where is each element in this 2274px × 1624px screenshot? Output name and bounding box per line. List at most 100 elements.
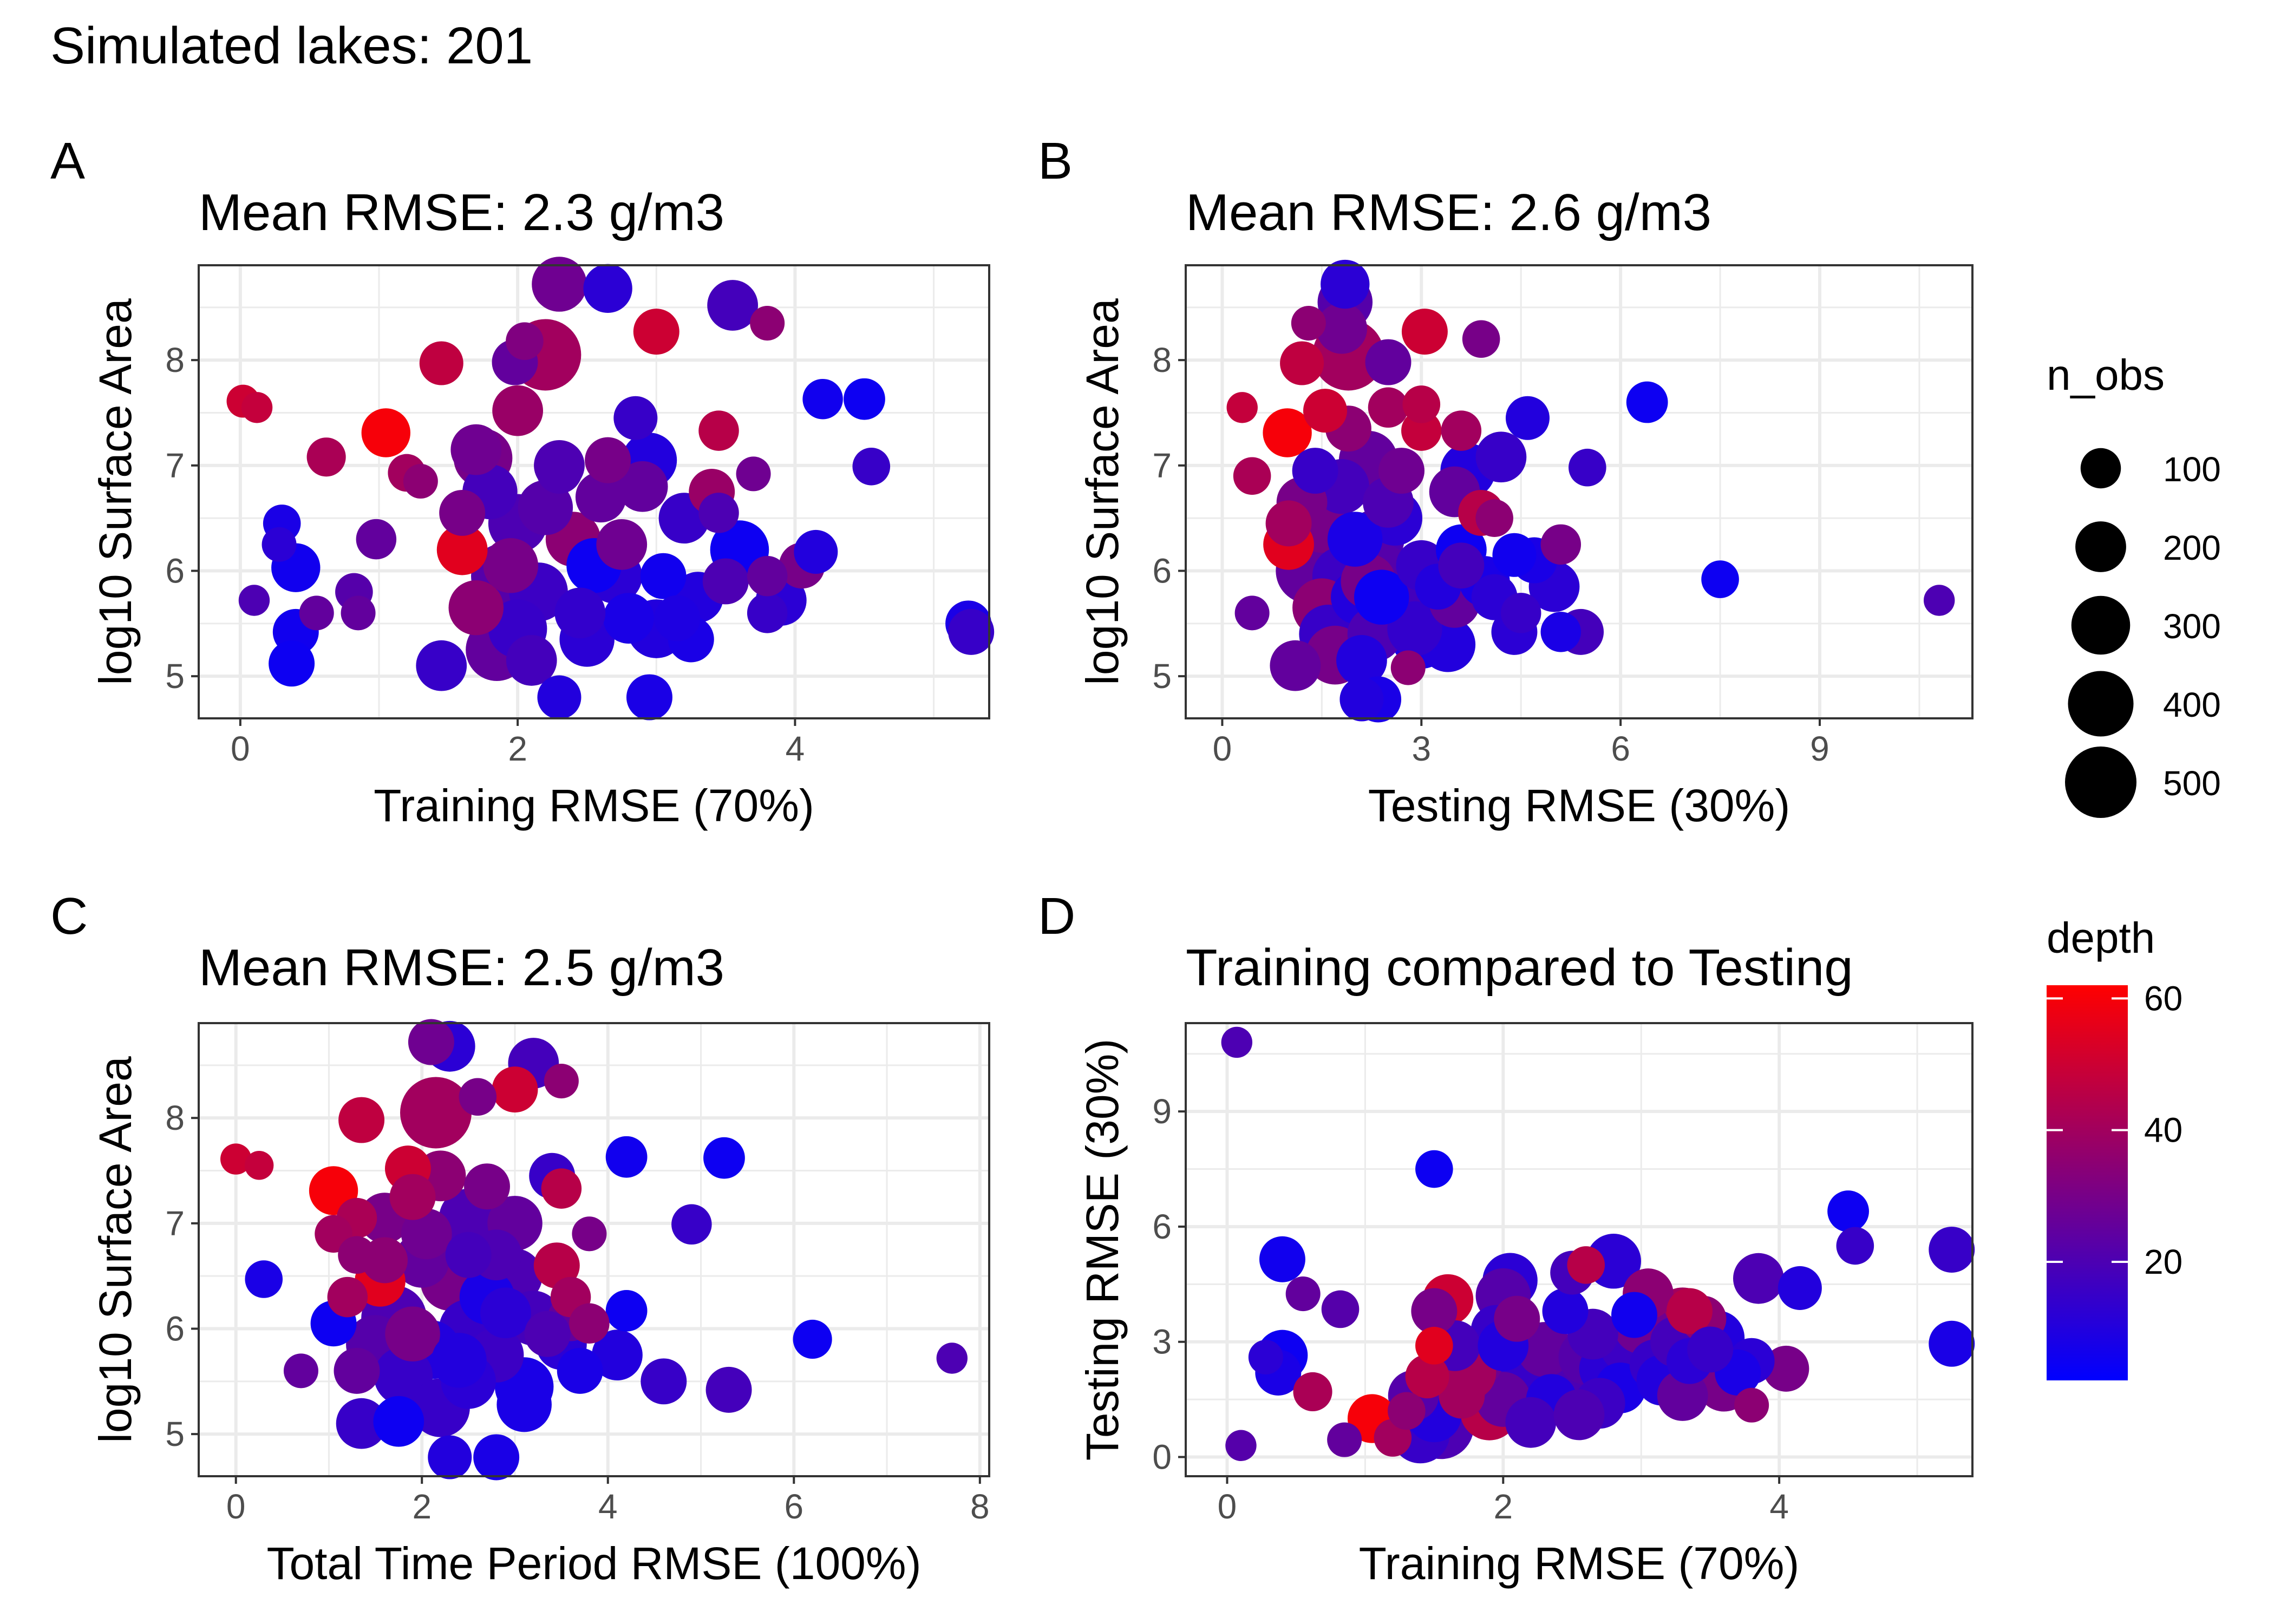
data-point bbox=[1280, 341, 1324, 385]
x-tick-label: 4 bbox=[786, 729, 805, 768]
data-point bbox=[1401, 410, 1442, 451]
data-point bbox=[463, 1163, 510, 1210]
data-point bbox=[492, 385, 544, 436]
data-point bbox=[640, 553, 687, 599]
data-point bbox=[1701, 560, 1739, 598]
data-point bbox=[1265, 500, 1312, 547]
data-point bbox=[1225, 1430, 1257, 1461]
data-point bbox=[1540, 612, 1582, 652]
data-point bbox=[1321, 1290, 1360, 1328]
data-point bbox=[1540, 524, 1582, 565]
data-point bbox=[400, 1077, 472, 1149]
plot-border bbox=[198, 1022, 990, 1477]
size-legend-label: 500 bbox=[2163, 764, 2221, 803]
data-point bbox=[936, 1343, 968, 1374]
data-point bbox=[244, 1151, 274, 1180]
data-point bbox=[1354, 569, 1409, 625]
y-axis-title: log10 Surface Area bbox=[90, 1056, 141, 1443]
y-tick-label: 8 bbox=[1152, 340, 1172, 379]
size-legend-label: 200 bbox=[2163, 528, 2221, 567]
data-point bbox=[541, 1168, 582, 1209]
data-point bbox=[1475, 431, 1527, 483]
data-point bbox=[1336, 635, 1387, 686]
y-tick-label: 8 bbox=[165, 1098, 185, 1137]
data-point bbox=[1401, 309, 1448, 355]
data-point bbox=[633, 309, 679, 355]
data-point bbox=[1316, 303, 1368, 354]
data-point bbox=[385, 1306, 440, 1361]
data-point bbox=[705, 1366, 752, 1413]
data-point bbox=[1405, 1354, 1449, 1399]
y-axis-title: log10 Surface Area bbox=[1077, 298, 1128, 685]
color-legend-label: 40 bbox=[2144, 1111, 2182, 1150]
data-point bbox=[336, 1398, 387, 1449]
x-axis-title: Total Time Period RMSE (100%) bbox=[266, 1538, 921, 1589]
data-point bbox=[1415, 1327, 1453, 1365]
data-point bbox=[299, 595, 334, 631]
data-point bbox=[557, 1347, 603, 1394]
x-tick-label: 2 bbox=[1494, 1487, 1513, 1526]
data-point bbox=[1339, 677, 1384, 722]
data-point bbox=[1836, 1227, 1874, 1265]
data-point bbox=[403, 464, 438, 499]
panel-label: C bbox=[50, 887, 88, 945]
data-point bbox=[537, 675, 581, 719]
data-point bbox=[238, 585, 270, 616]
data-point bbox=[544, 1064, 579, 1099]
figure-title: Simulated lakes: 201 bbox=[50, 17, 533, 75]
data-point bbox=[1233, 457, 1271, 495]
data-point bbox=[1263, 408, 1312, 457]
y-tick-label: 3 bbox=[1152, 1322, 1172, 1361]
data-point bbox=[702, 558, 749, 605]
data-point bbox=[445, 1232, 492, 1278]
data-point bbox=[583, 264, 632, 313]
panel-label: A bbox=[50, 132, 85, 190]
data-point bbox=[605, 1290, 648, 1332]
data-point bbox=[356, 519, 397, 560]
y-tick-label: 7 bbox=[165, 446, 185, 485]
data-point bbox=[1475, 499, 1513, 537]
data-point bbox=[401, 1208, 452, 1260]
data-point bbox=[698, 493, 739, 533]
data-point bbox=[439, 489, 486, 536]
data-point bbox=[389, 1174, 436, 1220]
data-point bbox=[1438, 542, 1485, 589]
panel-a: A Mean RMSE: 2.3 g/m3 0 2 4 5 6 7 8 Training RMSE… bbox=[50, 132, 995, 831]
data-point bbox=[572, 1216, 607, 1252]
data-point bbox=[1733, 1253, 1784, 1304]
x-tick-label: 4 bbox=[1769, 1487, 1789, 1526]
y-tick-label: 6 bbox=[165, 551, 185, 590]
size-legend: n_obs 100 200 300 400 500 bbox=[2047, 351, 2221, 818]
data-point bbox=[793, 1319, 832, 1359]
data-point bbox=[428, 1435, 472, 1479]
data-point bbox=[1929, 1227, 1975, 1273]
data-point bbox=[419, 341, 463, 385]
data-point bbox=[1390, 650, 1426, 685]
x-tick-label: 0 bbox=[1213, 729, 1232, 768]
data-point bbox=[1388, 1392, 1426, 1430]
panel-title: Mean RMSE: 2.3 g/m3 bbox=[199, 184, 724, 241]
y-tick-label: 5 bbox=[165, 657, 185, 696]
x-tick-label: 0 bbox=[1218, 1487, 1237, 1526]
data-point bbox=[450, 424, 502, 475]
data-point bbox=[592, 1330, 643, 1381]
y-tick-label: 5 bbox=[165, 1415, 185, 1453]
data-point bbox=[1569, 448, 1606, 487]
data-point bbox=[341, 595, 376, 631]
data-point bbox=[327, 1276, 368, 1318]
data-point bbox=[306, 437, 346, 477]
data-point bbox=[1441, 410, 1482, 451]
data-point bbox=[605, 1136, 648, 1178]
data-point bbox=[1827, 1190, 1869, 1232]
panel-c: C Mean RMSE: 2.5 g/m3 0 2 4 6 8 5 6 7 8 Total Time … bbox=[50, 887, 990, 1589]
data-point bbox=[492, 1066, 538, 1113]
data-point bbox=[1763, 1345, 1809, 1392]
data-point bbox=[506, 635, 557, 686]
plot-border bbox=[1185, 1022, 1974, 1477]
x-tick-label: 4 bbox=[598, 1487, 618, 1526]
data-point bbox=[596, 519, 648, 570]
data-point bbox=[1327, 512, 1383, 567]
data-point bbox=[220, 1143, 252, 1175]
y-tick-label: 6 bbox=[165, 1309, 185, 1348]
